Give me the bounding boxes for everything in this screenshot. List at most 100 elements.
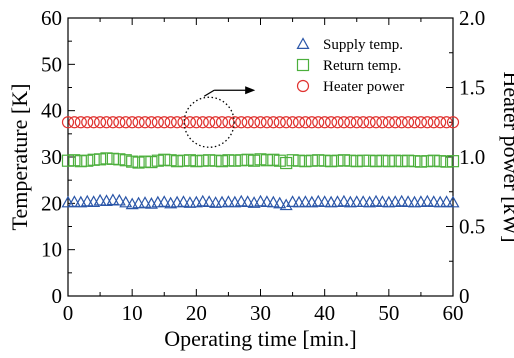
data-point (401, 116, 415, 129)
data-point (389, 116, 402, 129)
data-point (93, 193, 107, 206)
data-point (100, 152, 113, 165)
data-point (253, 194, 268, 207)
data-point (215, 116, 229, 129)
data-point (247, 116, 261, 129)
data-point (356, 195, 370, 207)
data-point (286, 195, 300, 207)
data-point (132, 116, 145, 129)
data-point (414, 155, 428, 168)
annotation (183, 86, 256, 148)
data-point (93, 116, 107, 129)
data-point (395, 155, 408, 168)
data-point (203, 116, 216, 129)
data-point (260, 116, 274, 129)
data-point (331, 116, 344, 129)
data-point (196, 194, 210, 207)
data-point (421, 116, 434, 129)
arrow-connector (203, 89, 215, 97)
data-point (311, 194, 325, 207)
y-axis-title: Temperature [K] (7, 84, 32, 231)
data-point (87, 153, 100, 166)
x-tick-label: 30 (250, 301, 271, 325)
data-point (350, 116, 363, 129)
data-point (106, 116, 120, 129)
data-point (119, 154, 132, 167)
data-point (138, 116, 152, 129)
data-point (267, 116, 280, 129)
data-point (132, 156, 145, 169)
x-tick-label: 0 (63, 301, 74, 325)
x-tick-label: 60 (443, 301, 464, 325)
data-point (440, 116, 453, 129)
data-point (318, 154, 331, 167)
data-point (183, 116, 197, 129)
data-point (395, 194, 409, 207)
data-point (401, 154, 415, 167)
data-point (80, 194, 94, 207)
data-point (93, 153, 107, 166)
data-point (357, 154, 370, 167)
data-point (119, 195, 133, 208)
data-point (209, 154, 222, 167)
data-point (408, 155, 421, 168)
data-point (344, 154, 357, 167)
y2-tick-label: 0.5 (459, 215, 485, 239)
data-point (337, 154, 351, 167)
data-point (61, 154, 75, 167)
y-tick-label: 0 (52, 284, 63, 308)
y2-tick-label: 2.0 (459, 6, 485, 30)
y-tick-label: 30 (41, 145, 62, 169)
data-point (337, 116, 351, 129)
data-point (81, 116, 94, 129)
data-point (176, 195, 191, 207)
data-point (299, 116, 312, 129)
x-tick-label: 10 (122, 301, 143, 325)
data-point (331, 154, 344, 167)
data-point (190, 116, 203, 129)
data-point (286, 116, 299, 129)
data-point (292, 154, 306, 167)
plot-marks (61, 116, 460, 211)
data-point (344, 116, 357, 129)
data-point (312, 116, 325, 129)
y-tick-label: 50 (41, 52, 62, 76)
x-axis-title: Operating time [min.] (164, 326, 356, 351)
data-point (106, 152, 120, 165)
data-point (260, 154, 274, 167)
data-point (177, 116, 190, 129)
data-point (369, 194, 383, 207)
data-point (286, 154, 299, 167)
data-point (382, 155, 395, 168)
data-point (113, 153, 126, 166)
data-point (228, 116, 241, 129)
data-point (350, 155, 363, 168)
data-point (273, 116, 286, 129)
data-point (247, 154, 261, 167)
data-point (67, 195, 81, 207)
data-point (401, 195, 415, 207)
data-point (145, 155, 158, 169)
legend-marker-square (296, 58, 310, 72)
data-point (68, 116, 81, 129)
data-point (228, 154, 241, 167)
data-point (389, 154, 402, 167)
data-point (138, 155, 152, 168)
data-point (235, 154, 248, 167)
data-point (158, 116, 171, 129)
data-point (81, 154, 94, 167)
series-square (61, 152, 460, 170)
data-point (427, 116, 440, 129)
data-point (221, 195, 235, 207)
data-point (305, 154, 318, 167)
y-tick-label: 20 (41, 191, 62, 215)
data-point (68, 154, 81, 167)
data-point (235, 116, 248, 129)
data-point (350, 195, 364, 207)
data-point (324, 155, 338, 168)
data-point (138, 196, 152, 208)
data-point (434, 116, 447, 129)
data-point (74, 155, 87, 168)
